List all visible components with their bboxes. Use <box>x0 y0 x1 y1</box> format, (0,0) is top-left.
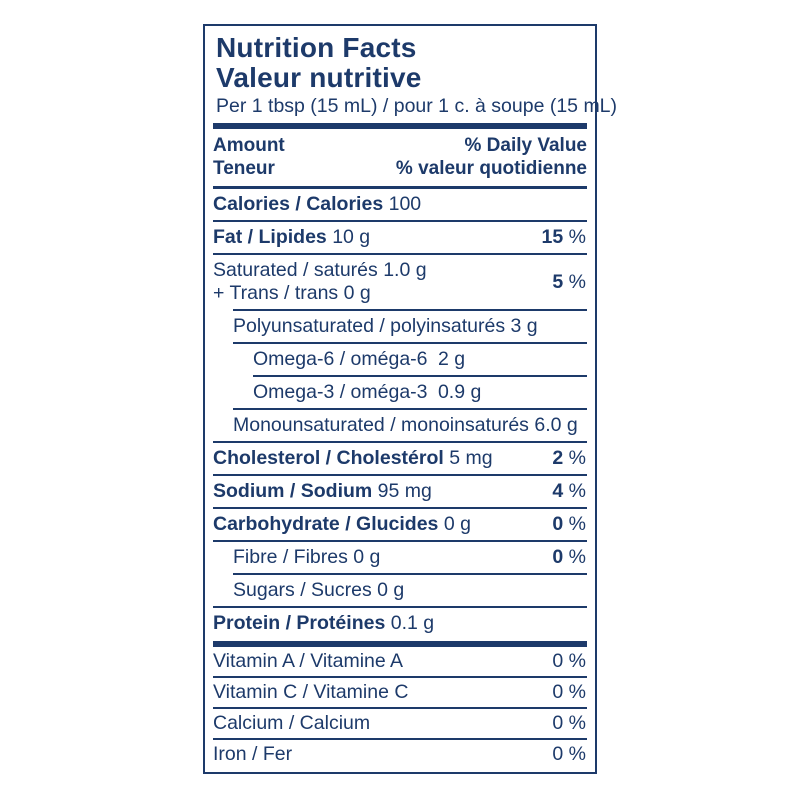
saturated-amount: 1.0 g <box>383 259 427 281</box>
percent-sign: % <box>568 712 586 734</box>
fibre-amount: 0 g <box>353 546 381 568</box>
serving-size-line: Per 1 tbsp (15 mL) / pour 1 c. à soupe (… <box>216 95 618 117</box>
divider <box>233 342 587 344</box>
row-vitamin-c: Vitamin C / Vitamine C 0 % <box>213 678 587 707</box>
carbohydrate-name: Carbohydrate / Glucides <box>213 513 439 535</box>
divider <box>213 474 587 476</box>
omega3-name: Omega-3 / oméga-3 <box>253 381 428 403</box>
row-sodium: Sodium / Sodium 95 mg 4 % <box>213 476 587 507</box>
percent-sign: % <box>568 546 586 568</box>
divider <box>233 573 587 575</box>
fat-name: Fat / Lipides <box>213 226 327 248</box>
calories-name: Calories / Calories <box>213 193 384 215</box>
vitamin-c-daily-value: 0 % <box>552 681 586 703</box>
divider <box>213 540 587 542</box>
cholesterol-name: Cholesterol / Cholestérol <box>213 447 444 469</box>
percent-sign: % <box>568 650 586 672</box>
row-fat: Fat / Lipides 10 g 15 % <box>213 222 587 253</box>
daily-value-header: % Daily Value % valeur quotidienne <box>396 134 587 180</box>
omega3-amount: 0.9 g <box>437 381 482 403</box>
vitamin-a-daily-value: 0 % <box>552 650 586 672</box>
divider <box>213 738 587 740</box>
row-carbohydrate: Carbohydrate / Glucides 0 g 0 % <box>213 509 587 540</box>
fibre-name: Fibre / Fibres <box>233 546 348 568</box>
row-vitamin-a: Vitamin A / Vitamine A 0 % <box>213 647 587 676</box>
nutrition-facts-label: Nutrition Facts Valeur nutritive Per 1 t… <box>203 24 618 774</box>
polyunsaturated-name: Polyunsaturated / polyinsaturés <box>233 315 506 337</box>
calcium-daily-value: 0 % <box>552 712 586 734</box>
divider <box>233 408 587 410</box>
divider <box>213 220 587 222</box>
title-english: Nutrition Facts <box>216 32 417 63</box>
sodium-name: Sodium / Sodium <box>213 480 373 502</box>
polyunsaturated-amount: 3 g <box>510 315 538 337</box>
saturated-trans-daily-value: 5 % <box>552 270 586 293</box>
carbohydrate-amount: 0 g <box>443 513 471 535</box>
amount-header-fr: Teneur <box>213 158 275 179</box>
divider <box>213 507 587 509</box>
divider <box>213 676 587 678</box>
omega6-name: Omega-6 / oméga-6 <box>253 348 428 370</box>
row-omega6: Omega-6 / oméga-6 2 g <box>213 344 587 375</box>
percent-sign: % <box>568 513 586 535</box>
protein-amount: 0.1 g <box>390 612 435 634</box>
row-omega3: Omega-3 / oméga-3 0.9 g <box>213 377 587 408</box>
row-calories: Calories / Calories 100 <box>213 189 587 220</box>
daily-value-header-fr: % valeur quotidienne <box>395 158 587 179</box>
percent-sign: % <box>568 743 586 765</box>
omega6-amount: 2 g <box>437 348 466 370</box>
carbohydrate-daily-value: 0 % <box>552 513 586 535</box>
row-sugars: Sugars / Sucres 0 g <box>213 575 587 606</box>
percent-sign: % <box>568 681 586 703</box>
divider <box>213 441 587 443</box>
row-protein: Protein / Protéines 0.1 g <box>213 608 587 639</box>
column-header-row: Amount Teneur % Daily Value % valeur quo… <box>213 129 587 186</box>
divider <box>213 707 587 709</box>
sodium-amount: 95 mg <box>377 480 432 502</box>
title-french: Valeur nutritive <box>216 62 422 93</box>
sugars-name: Sugars / Sucres <box>233 579 372 601</box>
thick-divider-bottom <box>213 641 587 647</box>
thick-divider-top <box>213 123 587 129</box>
divider <box>253 375 587 377</box>
vitamin-c-name: Vitamin C / Vitamine C <box>213 681 409 703</box>
row-iron: Iron / Fer 0 % <box>213 740 587 769</box>
row-fibre: Fibre / Fibres 0 g 0 % <box>213 542 587 573</box>
amount-header: Amount Teneur <box>213 134 285 180</box>
calories-amount: 100 <box>388 193 422 215</box>
cholesterol-amount: 5 mg <box>449 447 493 469</box>
percent-sign: % <box>568 270 586 293</box>
cholesterol-daily-value: 2 % <box>552 447 586 469</box>
trans-amount: 0 g <box>343 282 371 304</box>
sodium-daily-value: 4 % <box>552 480 586 502</box>
protein-name: Protein / Protéines <box>213 612 386 634</box>
divider <box>213 606 587 608</box>
row-polyunsaturated: Polyunsaturated / polyinsaturés 3 g <box>213 311 587 342</box>
row-cholesterol: Cholesterol / Cholestérol 5 mg 2 % <box>213 443 587 474</box>
vitamin-a-name: Vitamin A / Vitamine A <box>213 650 404 672</box>
monounsaturated-amount: 6.0 g <box>534 414 578 436</box>
amount-header-en: Amount <box>213 135 285 156</box>
saturated-name: Saturated / saturés <box>213 259 378 281</box>
row-monounsaturated: Monounsaturated / monoinsaturés 6.0 g <box>213 410 587 441</box>
header-divider <box>213 186 587 189</box>
percent-sign: % <box>568 447 586 469</box>
divider <box>233 309 587 311</box>
monounsaturated-name: Monounsaturated / monoinsaturés <box>233 414 529 436</box>
fibre-daily-value: 0 % <box>552 546 586 568</box>
row-calcium: Calcium / Calcium 0 % <box>213 709 587 738</box>
row-saturated-trans: Saturated / saturés 1.0 g + Trans / tran… <box>213 255 587 309</box>
fat-daily-value: 15 % <box>541 226 586 248</box>
sugars-amount: 0 g <box>377 579 405 601</box>
daily-value-header-en: % Daily Value <box>464 135 587 156</box>
trans-name: + Trans / trans <box>213 282 339 304</box>
iron-name: Iron / Fer <box>213 743 293 765</box>
divider <box>213 253 587 255</box>
iron-daily-value: 0 % <box>552 743 586 765</box>
percent-sign: % <box>568 226 586 248</box>
percent-sign: % <box>568 480 586 502</box>
calcium-name: Calcium / Calcium <box>213 712 371 734</box>
fat-amount: 10 g <box>332 226 371 248</box>
